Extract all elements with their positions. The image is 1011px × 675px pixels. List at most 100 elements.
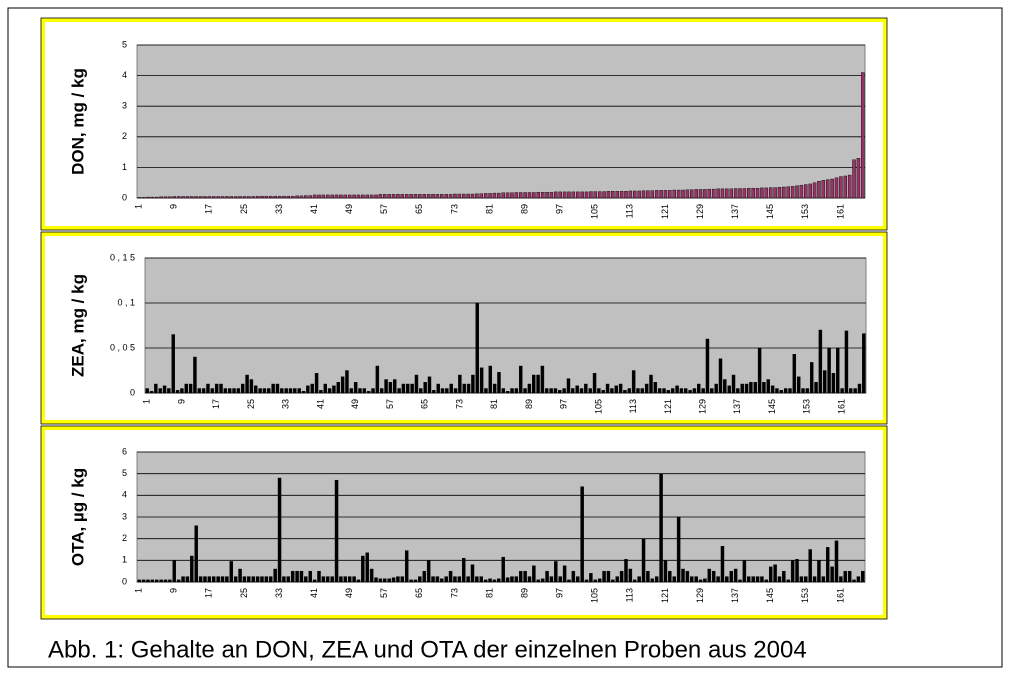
bar: [540, 365, 545, 394]
bar: [286, 195, 291, 199]
bar: [694, 576, 698, 583]
bar: [400, 194, 405, 199]
bar: [349, 388, 354, 394]
bar: [247, 196, 251, 199]
bar: [514, 192, 519, 199]
bar: [334, 479, 339, 583]
bar: [488, 578, 492, 583]
bar: [290, 195, 295, 199]
bar: [203, 576, 207, 583]
bar: [510, 388, 514, 394]
bar: [783, 388, 788, 394]
bar: [410, 383, 414, 394]
bar: [232, 388, 236, 394]
bar: [242, 196, 247, 199]
bar: [352, 194, 356, 199]
bar: [501, 192, 505, 199]
bar: [383, 578, 387, 583]
bar: [641, 538, 646, 583]
bar: [720, 546, 725, 583]
bar: [847, 570, 852, 583]
bar: [676, 516, 681, 583]
bar: [736, 388, 740, 394]
bar: [653, 382, 658, 394]
bar: [782, 186, 786, 199]
bar: [725, 576, 729, 583]
bar: [413, 579, 418, 583]
bar: [301, 391, 306, 394]
bar: [710, 388, 714, 394]
bar: [273, 195, 277, 199]
x-tick-label: 105: [593, 399, 603, 414]
bar: [738, 188, 742, 199]
bar: [330, 194, 334, 199]
bar: [168, 196, 172, 199]
bar: [795, 559, 799, 583]
x-tick-label: 65: [414, 204, 424, 214]
bar: [159, 579, 163, 583]
bar: [369, 194, 374, 199]
bar: [519, 570, 523, 583]
x-tick-label: 81: [489, 399, 499, 409]
bar: [757, 347, 762, 394]
bar: [510, 192, 514, 199]
bar: [479, 193, 484, 199]
bar: [773, 187, 777, 199]
bar: [611, 579, 615, 583]
bar: [589, 573, 593, 583]
bar: [448, 194, 453, 199]
bar: [830, 566, 834, 583]
x-tick-label: 57: [379, 204, 389, 214]
bar: [558, 390, 562, 394]
x-tick-label: 17: [204, 588, 214, 598]
bar: [347, 576, 352, 583]
x-tick-label: 97: [559, 399, 569, 409]
bar: [623, 390, 627, 394]
bar: [445, 388, 449, 394]
bar: [233, 576, 238, 583]
bar: [461, 557, 466, 583]
bar: [198, 576, 203, 583]
bar: [396, 576, 400, 583]
bar: [514, 576, 519, 583]
bar: [384, 379, 388, 394]
x-tick-label: 57: [379, 588, 389, 598]
bar: [225, 576, 229, 583]
bar: [817, 180, 821, 199]
bar: [777, 576, 782, 583]
bar: [576, 576, 580, 583]
bar: [457, 193, 462, 199]
bar: [684, 388, 688, 394]
bar: [720, 188, 725, 199]
bar: [849, 388, 853, 394]
bar: [475, 302, 479, 394]
bar: [286, 576, 291, 583]
bar: [471, 374, 475, 394]
bar: [733, 188, 738, 199]
bar: [605, 383, 610, 394]
bar: [492, 579, 497, 583]
bar: [483, 193, 488, 199]
bar: [312, 579, 317, 583]
bar: [716, 576, 720, 583]
bar: [290, 570, 295, 583]
bar: [225, 196, 229, 199]
bar: [375, 365, 380, 394]
bar: [760, 576, 764, 583]
bar: [419, 388, 423, 394]
bar: [326, 194, 330, 199]
bar: [580, 486, 584, 583]
bar: [679, 388, 684, 394]
bar: [615, 191, 619, 199]
bar: [251, 196, 255, 199]
x-tick-label: 1: [134, 204, 144, 209]
bar: [558, 191, 562, 199]
bar: [584, 579, 589, 583]
bar: [181, 576, 185, 583]
caption: Abb. 1: Gehalte an DON, ZEA und OTA der …: [48, 636, 807, 663]
x-tick-label: 161: [835, 588, 845, 603]
x-tick-label: 137: [730, 588, 740, 603]
x-tick-label: 41: [315, 399, 325, 409]
bar: [852, 579, 856, 583]
bar: [185, 196, 190, 199]
